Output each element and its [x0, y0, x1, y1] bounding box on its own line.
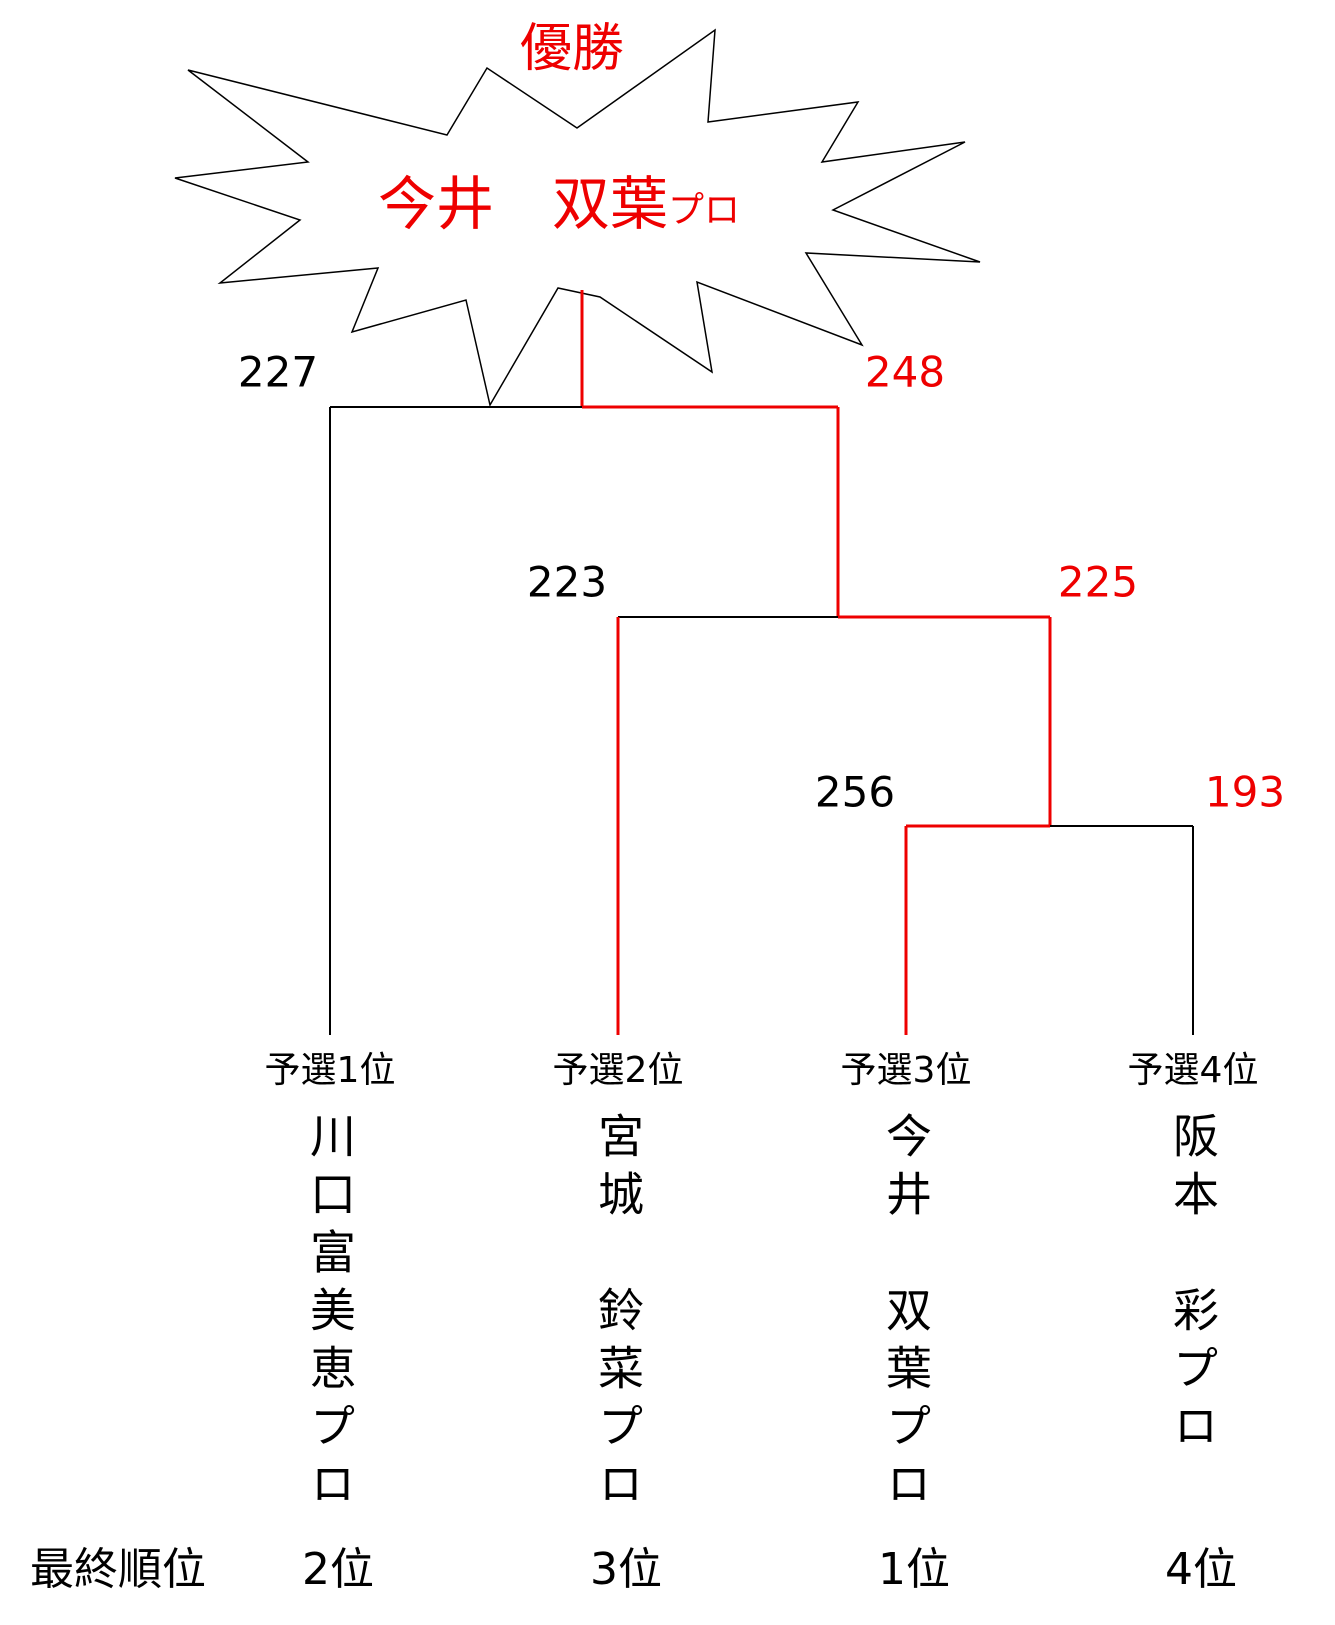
bracket-lines [330, 290, 1193, 1035]
score: 256 [815, 768, 895, 817]
final-rank: 4位 [1165, 1544, 1237, 1595]
player-name: 宮城 鈴菜プロ [591, 1112, 645, 1518]
seed: 予選4位 [1128, 1050, 1259, 1091]
score: 225 [1058, 558, 1138, 607]
player-name: 阪本 彩プロ [1166, 1112, 1220, 1460]
bracket: 優勝 今井 双葉プロ 227 248 223 225 256 193 最終順位 … [0, 0, 1335, 1625]
player-name: 今井 双葉プロ [879, 1112, 933, 1518]
final-rank: 3位 [590, 1544, 662, 1595]
seed: 予選2位 [553, 1050, 684, 1091]
player-name: 川口富美恵プロ [303, 1112, 357, 1518]
winner-suffix: プロ [668, 190, 740, 231]
score: 248 [865, 348, 945, 397]
winner-name: 今井 双葉 [378, 170, 668, 238]
final-rank-label: 最終順位 [30, 1544, 206, 1595]
final-rank: 1位 [878, 1544, 950, 1595]
seed: 予選1位 [265, 1050, 396, 1091]
score: 227 [238, 348, 318, 397]
seed: 予選3位 [841, 1050, 972, 1091]
score: 193 [1205, 768, 1285, 817]
final-rank: 2位 [302, 1544, 374, 1595]
winner-heading: 優勝 [520, 19, 624, 79]
score: 223 [527, 558, 607, 607]
